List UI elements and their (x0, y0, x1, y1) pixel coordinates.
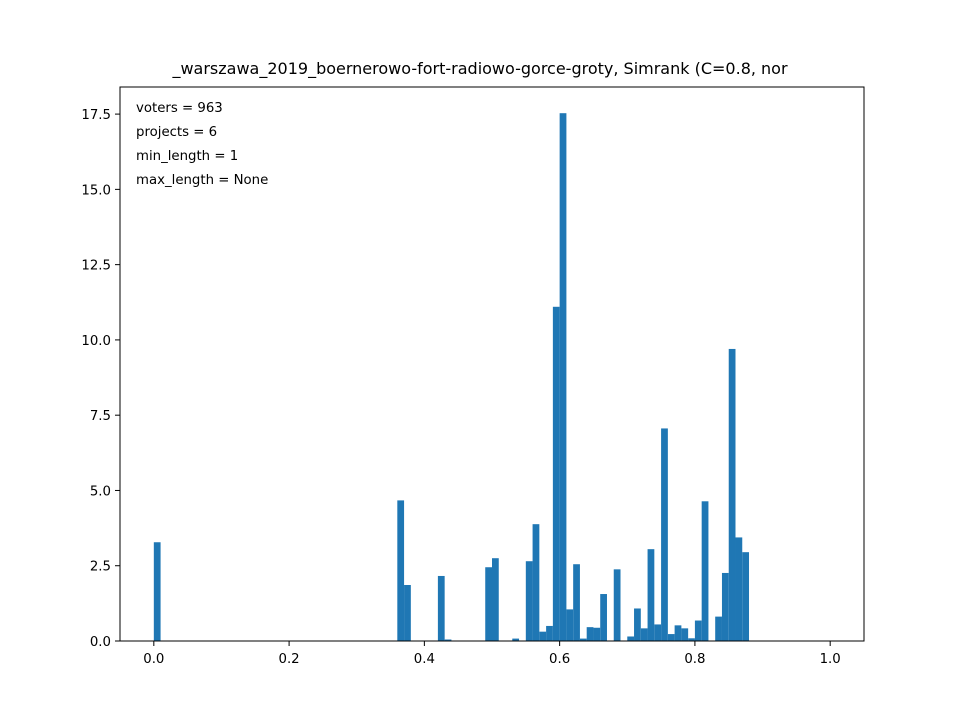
histogram-bar (525, 561, 533, 641)
histogram-bar (404, 584, 411, 641)
histogram-bar (485, 567, 492, 641)
histogram-bar (437, 575, 445, 641)
y-tick-label: 0.0 (90, 635, 111, 650)
y-tick-label: 7.5 (90, 409, 111, 424)
annotation-box: voters = 963 projects = 6 min_length = 1 ma… (136, 101, 268, 188)
histogram-bar (573, 564, 580, 641)
x-tick-label: 0.4 (414, 652, 435, 667)
y-tick-label: 5.0 (90, 484, 111, 499)
annotation-line: projects = 6 (136, 125, 217, 140)
histogram-bar (681, 628, 689, 641)
histogram-bar (667, 634, 675, 641)
y-tick-label: 2.5 (90, 560, 111, 575)
histogram-bar (492, 558, 499, 641)
histogram-bar (613, 569, 621, 641)
y-tick-label: 15.0 (81, 183, 111, 198)
histogram-bar (593, 627, 601, 641)
histogram-bar (566, 609, 574, 641)
plot-frame (119, 86, 865, 642)
histogram-bar (579, 638, 587, 641)
histogram-bar (539, 631, 547, 641)
histogram-bar (397, 500, 405, 641)
histogram-bar (444, 639, 452, 641)
histogram-bar (721, 572, 729, 641)
x-axis: 0.0 0.2 0.4 0.6 0.8 1.0 (143, 641, 841, 667)
histogram-bar (661, 428, 668, 641)
bars-group (153, 113, 750, 641)
histogram-bar (552, 306, 560, 641)
histogram-bar (634, 608, 641, 641)
annotation-line: max_length = None (136, 173, 268, 188)
x-tick-label: 0.0 (143, 652, 164, 667)
histogram-bar (532, 524, 540, 641)
histogram-bar (674, 625, 682, 641)
histogram-bar (559, 113, 567, 641)
x-tick-label: 1.0 (820, 652, 841, 667)
chart-title: _warszawa_2019_boernerowo-fort-radiowo-g… (171, 59, 788, 79)
histogram-bar (546, 625, 553, 641)
histogram-bar (742, 552, 750, 641)
x-tick-label: 0.2 (279, 652, 300, 667)
y-tick-label: 10.0 (81, 334, 111, 349)
y-tick-label: 12.5 (81, 259, 111, 274)
histogram-bar (586, 627, 594, 641)
histogram-bar (627, 636, 635, 641)
y-tick-label: 17.5 (81, 108, 111, 123)
x-tick-label: 0.8 (684, 652, 705, 667)
histogram-bar (600, 594, 607, 641)
histogram-bar (715, 616, 722, 641)
x-tick-label: 0.6 (549, 652, 570, 667)
y-axis: 0.0 2.5 5.0 7.5 10.0 12.5 15.0 17.5 (81, 108, 120, 650)
histogram-bar (640, 628, 648, 641)
histogram-bar (153, 542, 161, 641)
histogram-bar (654, 624, 662, 641)
histogram-bar (735, 537, 743, 641)
histogram-bar (647, 549, 655, 641)
histogram-bar (694, 620, 702, 641)
histogram-bar (728, 348, 736, 641)
annotation-line: min_length = 1 (136, 149, 238, 164)
histogram-bar (512, 638, 520, 641)
histogram-bar (688, 638, 695, 641)
annotation-line: voters = 963 (136, 101, 223, 116)
histogram-bar (701, 501, 709, 641)
